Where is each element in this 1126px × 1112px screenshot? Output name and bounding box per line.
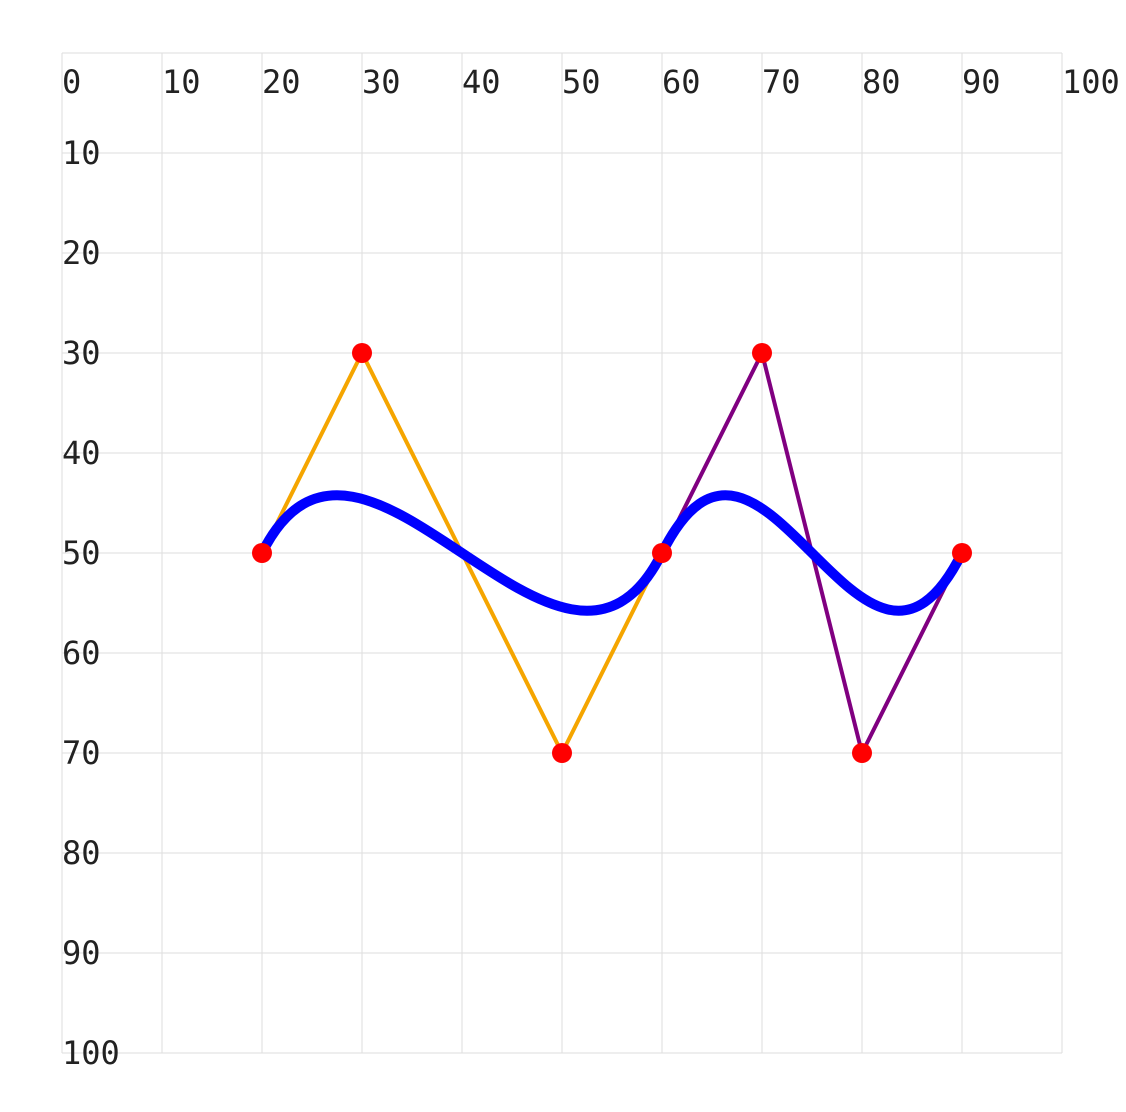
control-point [552, 743, 572, 763]
x-tick-label: 10 [162, 63, 201, 101]
x-tick-label: 30 [362, 63, 401, 101]
control-point [652, 543, 672, 563]
y-axis-ticks: 10 20 30 40 50 60 70 80 90 100 [62, 134, 120, 1072]
y-tick-label: 90 [62, 934, 101, 972]
x-tick-label: 100 [1062, 63, 1120, 101]
x-tick-label: 80 [862, 63, 901, 101]
y-tick-label: 40 [62, 434, 101, 472]
x-tick-label: 70 [762, 63, 801, 101]
y-tick-label: 10 [62, 134, 101, 172]
control-point [352, 343, 372, 363]
x-tick-label: 0 [62, 63, 81, 101]
y-tick-label: 70 [62, 734, 101, 772]
series-layer [252, 343, 972, 763]
y-tick-label: 60 [62, 634, 101, 672]
x-tick-label: 60 [662, 63, 701, 101]
x-tick-label: 50 [562, 63, 601, 101]
x-axis-ticks: 0 10 20 30 40 50 60 70 80 90 100 [62, 63, 1120, 101]
y-tick-label: 80 [62, 834, 101, 872]
control-point [852, 743, 872, 763]
grid [61, 52, 1063, 1054]
y-tick-label: 100 [62, 1034, 120, 1072]
y-tick-label: 30 [62, 334, 101, 372]
y-tick-label: 20 [62, 234, 101, 272]
control-point [252, 543, 272, 563]
control-point [952, 543, 972, 563]
control-point [752, 343, 772, 363]
y-tick-label: 50 [62, 534, 101, 572]
x-tick-label: 20 [262, 63, 301, 101]
x-tick-label: 40 [462, 63, 501, 101]
x-tick-label: 90 [962, 63, 1001, 101]
